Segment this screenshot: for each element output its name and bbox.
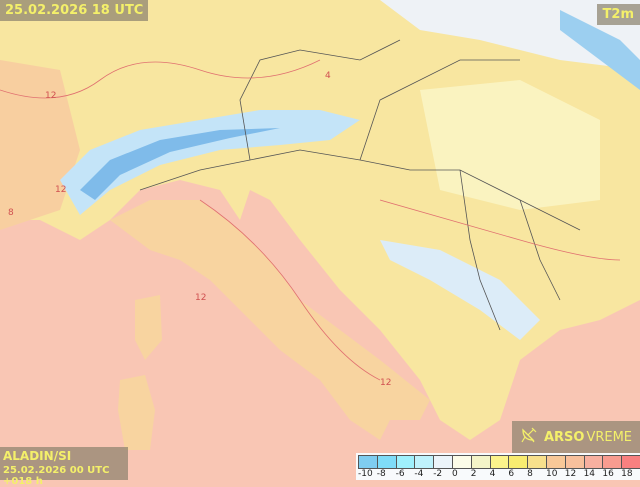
legend-swatch xyxy=(564,455,585,469)
brand-subname: VREME xyxy=(586,429,633,445)
contour-label: 12 xyxy=(55,185,66,195)
legend-label: -4 xyxy=(414,469,424,479)
contour-label: 12 xyxy=(45,91,56,101)
contour-label: 4 xyxy=(325,71,331,81)
legend-swatch xyxy=(433,455,453,469)
legend-label: 8 xyxy=(527,469,533,479)
alps-core xyxy=(80,128,280,200)
legend-swatch xyxy=(489,455,510,469)
isotherms xyxy=(0,59,621,381)
arso-logo: ARSO VREME xyxy=(512,421,640,453)
land-hungary-plain xyxy=(420,80,600,210)
model-run: 25.02.2026 00 UTC +018 h xyxy=(3,465,110,487)
legend-swatch xyxy=(621,455,640,469)
legend-label: 4 xyxy=(489,469,496,479)
legend-swatch xyxy=(545,455,566,469)
model-name: ALADIN/SI xyxy=(3,449,72,463)
legend-swatch xyxy=(376,455,397,469)
cold-carpathians xyxy=(560,10,640,90)
model-info: ALADIN/SI 25.02.2026 00 UTC +018 h xyxy=(0,447,128,487)
legend-label: 0 xyxy=(451,469,458,479)
legend-swatch xyxy=(527,455,547,469)
brand-name: ARSO xyxy=(543,429,585,445)
legend-swatch xyxy=(583,455,604,469)
contour-label: 8 xyxy=(8,208,14,218)
legend-swatch xyxy=(470,455,491,469)
forecast-time-label: 25.02.2026 18 UTC xyxy=(0,0,149,21)
land-italy xyxy=(110,200,430,440)
legend-label: 16 xyxy=(602,469,614,479)
variable-label: T2m xyxy=(596,4,640,25)
country-borders xyxy=(139,39,581,331)
contour-label: 12 xyxy=(380,378,391,388)
legend-label: 2 xyxy=(470,469,477,479)
legend-swatch xyxy=(508,455,529,469)
legend-swatch xyxy=(451,455,472,469)
legend-label: -2 xyxy=(433,469,443,479)
legend-swatch xyxy=(602,455,623,469)
land-france-west xyxy=(0,60,80,230)
legend-swatch xyxy=(395,455,416,469)
legend-label: -10 xyxy=(358,469,373,479)
land-sardinia xyxy=(118,375,155,450)
legend-label: 14 xyxy=(583,469,596,479)
legend-swatch xyxy=(358,455,378,469)
contour-label: 12 xyxy=(195,293,206,303)
legend-label: -8 xyxy=(376,469,386,479)
legend-label: 18 xyxy=(621,469,633,479)
satellite-dish-icon xyxy=(520,427,538,447)
legend-swatch xyxy=(414,455,435,469)
legend-label: 10 xyxy=(545,469,558,479)
legend-label: 6 xyxy=(508,469,515,479)
land-corsica xyxy=(135,295,162,360)
dinaric-cold xyxy=(380,240,540,340)
color-legend: -10 -8 -6 -4 -2 0 2 4 6 8 10 12 14 16 18 xyxy=(356,453,640,480)
legend-label: -6 xyxy=(395,469,405,479)
alps-cold-band xyxy=(60,110,360,215)
legend-label: 12 xyxy=(564,469,577,479)
